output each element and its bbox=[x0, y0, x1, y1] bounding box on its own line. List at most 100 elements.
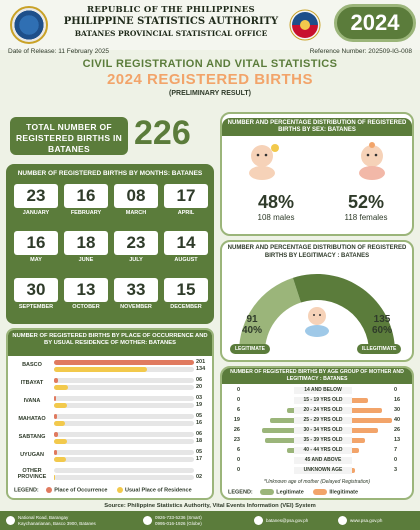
footer-email[interactable]: batanes@psa.gov.ph bbox=[266, 518, 309, 523]
footer-website[interactable]: www.psa.gov.ph bbox=[350, 518, 383, 523]
illegit-value: 3 bbox=[394, 467, 398, 473]
month-value: 23 bbox=[114, 231, 158, 255]
age-note: *Unknown age of mother (Delayed Registra… bbox=[263, 479, 371, 485]
age-row: 23 35 - 39 YRS OLD 13 bbox=[222, 437, 412, 444]
month-value: 16 bbox=[14, 231, 58, 255]
municipality-label: SABTANG bbox=[18, 434, 46, 440]
total-value: 226 bbox=[134, 114, 191, 152]
age-row: 0 45 AND ABOVE 0 bbox=[222, 457, 412, 464]
illegit-value: 30 bbox=[394, 407, 401, 413]
legit-value: 0 bbox=[236, 467, 240, 473]
age-panel: NUMBER OF REGISTERED BIRTHS BY AGE GROUP… bbox=[220, 366, 414, 500]
month-value: 17 bbox=[164, 184, 208, 208]
legend-residence: Usual Place of Residence bbox=[125, 487, 192, 494]
illegit-bar bbox=[352, 408, 382, 413]
residence-bar-track bbox=[54, 367, 194, 372]
illegit-value: 7 bbox=[394, 447, 398, 453]
legit-bar bbox=[261, 428, 294, 433]
illegitimate-percentage: 60% bbox=[371, 325, 392, 336]
address-line-1: National Road, Barangay bbox=[18, 515, 69, 520]
phone-icon bbox=[143, 516, 152, 525]
release-date: Date of Release: 11 February 2025 bbox=[8, 48, 110, 55]
sub-title: 2024 REGISTERED BIRTHS bbox=[106, 71, 314, 88]
legitimacy-panel: NUMBER AND PERCENTAGE DISTRIBUTION OF RE… bbox=[220, 240, 414, 362]
address-line-2: Kaychanarianan, Basco 3900, Batanes bbox=[18, 520, 96, 526]
months-panel: NUMBER OF REGISTERED BIRTHS BY MONTHS: B… bbox=[6, 164, 214, 324]
illegit-bar bbox=[352, 418, 392, 423]
legitimate-tag: LEGITIMATE bbox=[230, 344, 270, 354]
month-name: DECEMBER bbox=[170, 304, 202, 310]
residence-value: 17 bbox=[196, 456, 203, 462]
residence-value: 134 bbox=[196, 366, 206, 372]
residence-bar bbox=[54, 421, 66, 426]
residence-bar-track bbox=[54, 421, 194, 426]
age-row: 0 15 - 19 YRS OLD 16 bbox=[222, 397, 412, 404]
occurrence-dot bbox=[46, 487, 53, 493]
month-name: SEPTEMBER bbox=[18, 304, 54, 310]
place-legend: LEGEND: Place of Occurrence Usual Place … bbox=[14, 487, 192, 493]
municipality-label: BASCO bbox=[22, 362, 42, 368]
occurrence-bar-track bbox=[54, 414, 194, 419]
phone-line-1: 0926-733-5236 (Smart) bbox=[155, 515, 202, 520]
illegit-value: 26 bbox=[394, 427, 401, 433]
legit-bar bbox=[265, 438, 294, 443]
age-group-label: 25 - 29 YRS OLD bbox=[294, 417, 352, 424]
legitimacy-donut bbox=[239, 274, 395, 352]
email-icon bbox=[254, 516, 263, 525]
residence-bar bbox=[54, 439, 67, 444]
municipality-label: MAHATAO bbox=[18, 416, 46, 422]
total-births-box: TOTAL NUMBER OF REGISTERED BIRTHS IN BAT… bbox=[6, 112, 214, 160]
month-card: 17 APRIL bbox=[164, 184, 208, 216]
residence-value: 16 bbox=[196, 420, 203, 426]
illegit-value: 0 bbox=[394, 387, 398, 393]
month-card: 08 MARCH bbox=[114, 184, 158, 216]
footer: National Road, Barangay Kaychanarianan, … bbox=[0, 511, 420, 530]
month-card: 30 SEPTEMBER bbox=[14, 278, 58, 310]
male-baby-icon bbox=[249, 144, 279, 180]
months-heading: NUMBER OF REGISTERED BIRTHS BY MONTHS: B… bbox=[17, 170, 203, 177]
month-value: 14 bbox=[164, 231, 208, 255]
month-value: 16 bbox=[64, 184, 108, 208]
illegit-bar bbox=[352, 468, 355, 473]
month-name: MAY bbox=[30, 257, 42, 263]
illegit-bar bbox=[352, 398, 368, 403]
residence-value: 02 bbox=[196, 474, 203, 480]
bagong-pilipinas-logo bbox=[289, 9, 321, 41]
year-badge: 2024 bbox=[334, 4, 416, 42]
occurrence-bar-track bbox=[54, 468, 194, 473]
month-value: 30 bbox=[14, 278, 58, 302]
illegitimate-tag: ILLEGITIMATE bbox=[357, 344, 402, 354]
month-value: 23 bbox=[14, 184, 58, 208]
illegitimate-arc bbox=[292, 274, 395, 352]
legitimacy-heading: NUMBER AND PERCENTAGE DISTRIBUTION OF RE… bbox=[227, 245, 407, 259]
legit-value: 0 bbox=[236, 457, 240, 463]
sex-heading: NUMBER AND PERCENTAGE DISTRIBUTION OF RE… bbox=[222, 118, 412, 136]
residence-bar bbox=[54, 385, 68, 390]
phone-line-2: 0995-016-1926 (Globe) bbox=[155, 520, 202, 526]
footer-phones: 0926-733-5236 (Smart) 0995-016-1926 (Glo… bbox=[155, 515, 202, 526]
illegit-value: 40 bbox=[394, 417, 401, 423]
month-card: 16 MAY bbox=[14, 231, 58, 263]
header-text: REPUBLIC OF THE PHILIPPINES PHILIPPINE S… bbox=[56, 5, 286, 38]
occurrence-value: 06 bbox=[196, 377, 203, 383]
municipality-label: UYUGAN bbox=[20, 452, 44, 458]
male-count: 108 males bbox=[257, 213, 295, 222]
age-row: 26 30 - 34 YRS OLD 26 bbox=[222, 427, 412, 434]
month-name: FEBRUARY bbox=[70, 210, 102, 216]
illegit-value: 13 bbox=[394, 437, 401, 443]
illegit-value: 16 bbox=[394, 397, 401, 403]
municipality-label: OTHER PROVINCE bbox=[17, 468, 47, 480]
male-percentage: 48% bbox=[257, 192, 295, 212]
location-icon bbox=[6, 516, 15, 525]
occurrence-bar-track bbox=[54, 360, 194, 365]
occurrence-value: 06 bbox=[196, 431, 203, 437]
residence-bar-track bbox=[54, 475, 194, 480]
month-name: JUNE bbox=[78, 257, 94, 263]
month-value: 33 bbox=[114, 278, 158, 302]
month-card: 23 JULY bbox=[114, 231, 158, 263]
psa-logo bbox=[10, 6, 48, 44]
legit-value: 23 bbox=[233, 437, 240, 443]
occurrence-bar-track bbox=[54, 378, 194, 383]
illegitimate-count: 135 bbox=[373, 314, 391, 325]
month-name: AUGUST bbox=[174, 257, 198, 263]
